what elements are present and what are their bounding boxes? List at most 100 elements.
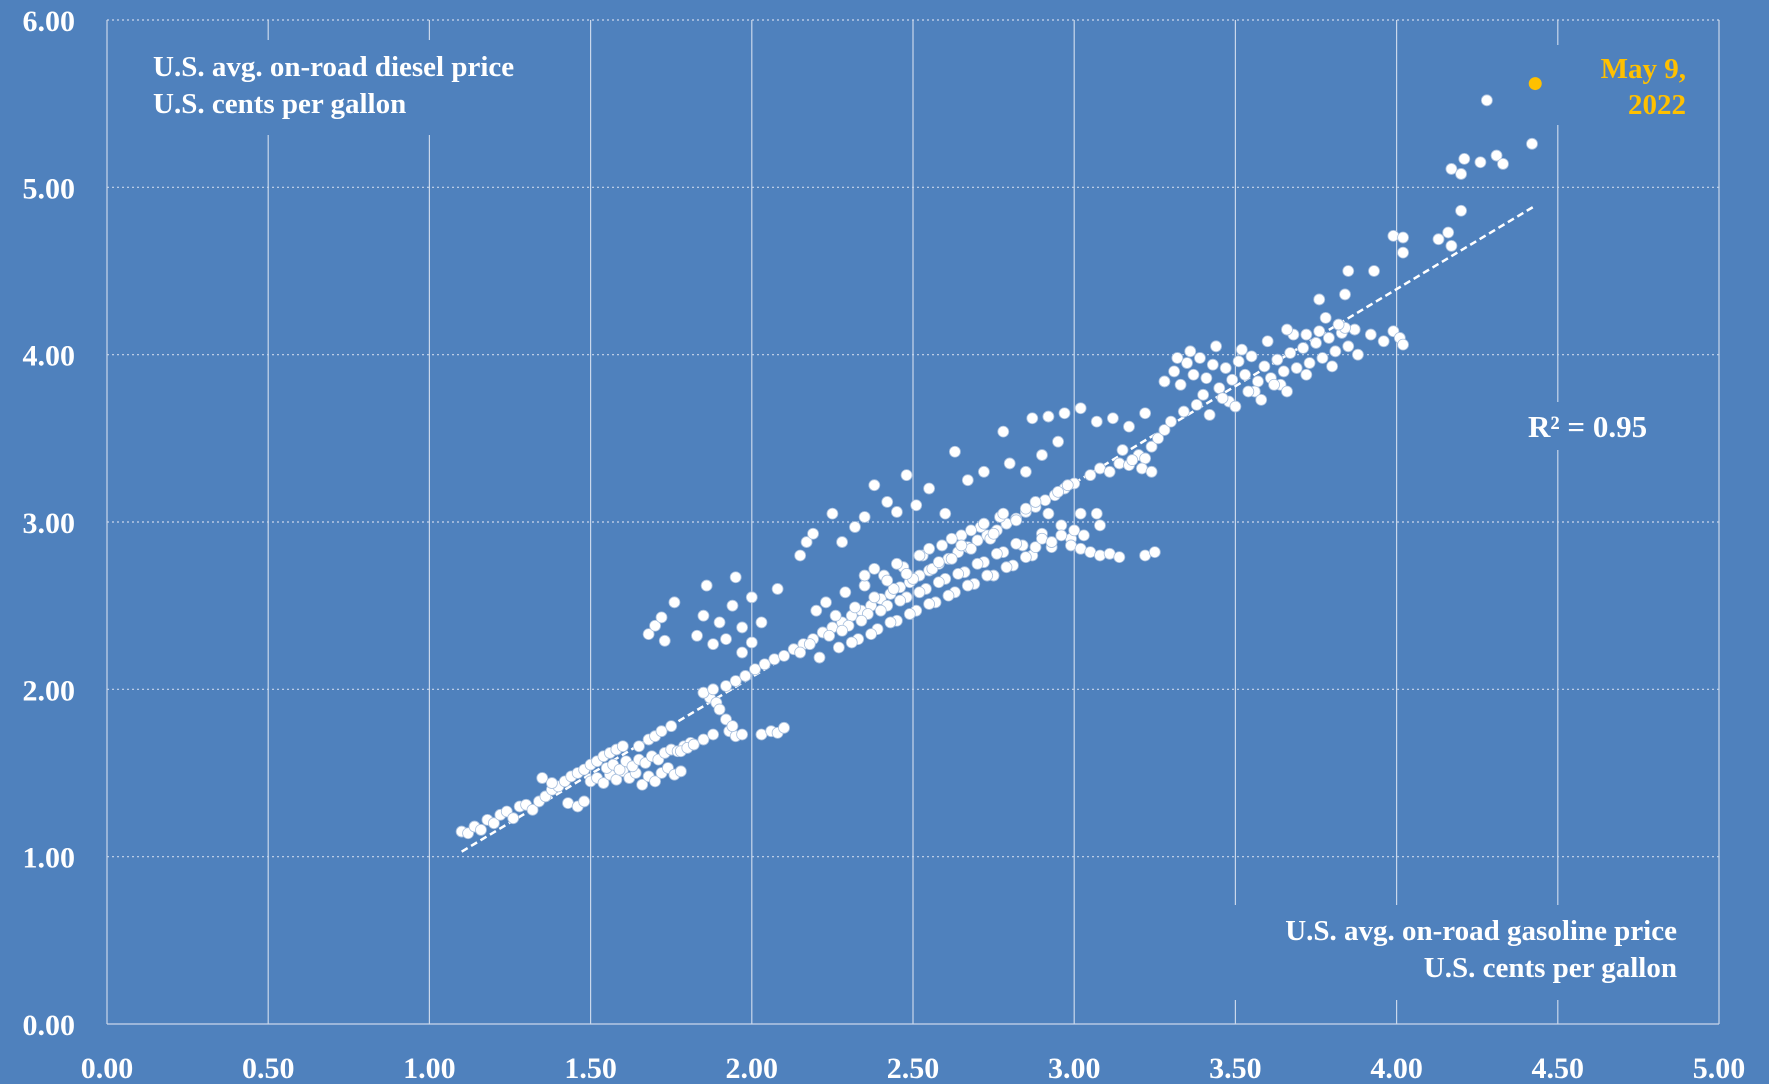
xlabel-line-2: U.S. cents per gallon	[1424, 952, 1677, 984]
data-point	[526, 803, 539, 816]
data-point	[1242, 385, 1255, 398]
data-point	[1058, 407, 1071, 420]
data-point	[1342, 340, 1355, 353]
data-point	[1397, 246, 1409, 259]
data-point	[961, 579, 974, 592]
data-point	[1319, 311, 1332, 324]
data-point	[1255, 393, 1268, 406]
data-point	[1000, 561, 1013, 574]
data-point	[987, 527, 1000, 540]
data-point	[1074, 402, 1087, 415]
data-point	[1194, 352, 1206, 364]
data-point	[823, 629, 836, 642]
data-point	[1029, 541, 1042, 553]
data-point	[1442, 226, 1455, 239]
data-point	[1158, 375, 1171, 388]
data-point	[961, 474, 974, 487]
data-point	[903, 608, 916, 620]
data-point	[1497, 158, 1509, 170]
data-point	[1368, 265, 1380, 277]
data-point	[1055, 529, 1068, 542]
x-tick-label: 0.50	[242, 1052, 295, 1084]
data-point	[1290, 362, 1303, 374]
data-point	[771, 583, 784, 595]
data-point	[1152, 432, 1164, 445]
highlight-label-line-2: 2022	[1628, 89, 1686, 121]
x-tick-label: 0.00	[81, 1052, 134, 1084]
data-point	[1329, 345, 1342, 358]
data-point	[655, 725, 668, 738]
data-point	[981, 569, 994, 582]
data-point	[942, 589, 955, 602]
data-point	[1339, 288, 1351, 301]
data-point	[826, 507, 839, 520]
data-point	[894, 594, 907, 607]
data-point	[755, 616, 768, 629]
data-point	[1332, 318, 1345, 331]
data-point	[597, 777, 610, 789]
data-point	[1229, 400, 1242, 413]
data-point	[952, 567, 965, 580]
y-tick-label: 4.00	[23, 340, 76, 373]
data-point	[807, 527, 819, 540]
data-point	[1210, 340, 1222, 353]
data-point	[720, 680, 732, 692]
data-point	[978, 465, 990, 478]
data-point	[1235, 343, 1248, 356]
data-point	[1174, 378, 1187, 391]
data-point	[890, 506, 903, 518]
data-point	[1526, 137, 1538, 150]
ylabel-line-2: U.S. cents per gallon	[153, 88, 406, 120]
data-point	[1039, 494, 1052, 507]
data-point	[1261, 335, 1274, 348]
data-point	[1206, 358, 1219, 371]
data-point	[546, 777, 558, 789]
data-point	[868, 562, 881, 575]
data-point	[1226, 373, 1239, 386]
y-tick-label: 0.00	[23, 1009, 76, 1042]
data-point	[1297, 342, 1310, 354]
data-point	[668, 596, 681, 609]
data-point	[1281, 385, 1293, 398]
data-point	[949, 445, 961, 458]
data-point	[881, 574, 894, 587]
data-point	[1181, 357, 1193, 369]
data-point	[997, 507, 1010, 520]
data-point	[849, 601, 861, 614]
data-point	[1019, 551, 1032, 564]
data-point	[729, 571, 742, 584]
y-tick-label: 3.00	[23, 507, 76, 540]
data-point	[1052, 435, 1064, 448]
data-point	[945, 532, 958, 545]
data-point	[1177, 405, 1190, 418]
data-point	[1445, 239, 1458, 252]
data-point	[855, 614, 868, 627]
data-point	[923, 482, 936, 495]
data-point	[1326, 360, 1339, 373]
ylabel-backdrop	[128, 40, 568, 135]
x-tick-label: 3.50	[1209, 1052, 1262, 1084]
data-point	[803, 638, 816, 651]
data-point	[971, 557, 984, 570]
data-point	[1010, 514, 1023, 527]
data-point	[1284, 347, 1297, 359]
data-point	[1480, 94, 1493, 107]
data-point	[836, 536, 848, 548]
data-point	[890, 557, 903, 570]
data-point	[829, 609, 842, 622]
data-point	[1377, 335, 1390, 348]
data-point	[1106, 412, 1119, 425]
data-point	[1052, 485, 1064, 498]
data-point	[1303, 357, 1316, 369]
data-point	[1455, 168, 1467, 180]
data-point	[778, 649, 790, 662]
data-point	[800, 536, 813, 548]
data-point	[1187, 368, 1200, 381]
data-point	[720, 633, 732, 646]
data-point	[932, 556, 945, 569]
data-point	[578, 795, 591, 808]
data-point	[1387, 229, 1400, 242]
data-point	[736, 728, 749, 741]
